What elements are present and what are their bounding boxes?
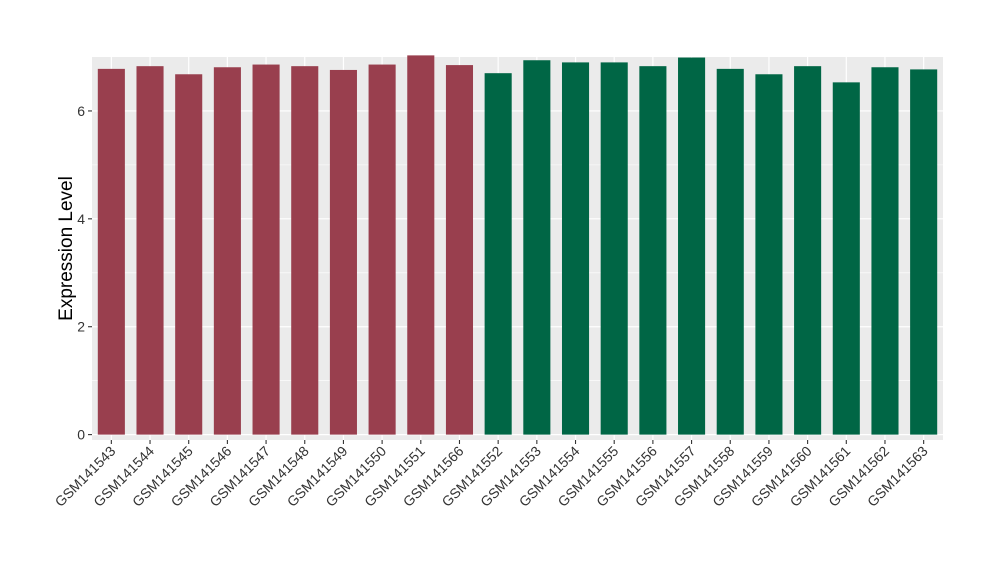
y-tick-label: 6 [77, 103, 85, 119]
bar-GSM141543 [97, 68, 125, 435]
y-axis-title: Expression Level [56, 176, 77, 321]
bar-GSM141551 [407, 55, 435, 435]
x-axis: GSM141543GSM141544GSM141545GSM141546GSM1… [52, 440, 931, 510]
y-axis: 0 2 4 6 [77, 103, 92, 443]
bar-GSM141566 [445, 65, 474, 435]
bar-GSM141557 [678, 57, 706, 435]
bar-GSM141552 [484, 73, 512, 435]
bar-GSM141563 [910, 69, 938, 435]
bar-GSM141558 [716, 68, 744, 435]
y-tick-label: 2 [77, 319, 85, 335]
bars [97, 55, 938, 435]
bar-GSM141556 [639, 66, 667, 435]
bar-GSM141544 [136, 66, 164, 435]
bar-GSM141545 [175, 74, 203, 435]
bar-GSM141546 [213, 67, 241, 435]
bar-GSM141560 [794, 66, 822, 435]
bar-GSM141555 [600, 62, 628, 435]
bar-GSM141547 [252, 64, 280, 435]
y-tick-label: 0 [77, 427, 85, 443]
bar-GSM141549 [329, 69, 357, 435]
bar-GSM141553 [523, 60, 551, 435]
bar-GSM141561 [832, 82, 860, 435]
bar-GSM141554 [561, 62, 590, 435]
y-tick-label: 4 [77, 211, 85, 227]
bar-GSM141562 [871, 67, 899, 435]
bar-GSM141559 [755, 74, 783, 435]
bar-GSM141548 [291, 66, 319, 435]
bar-GSM141550 [368, 64, 396, 435]
